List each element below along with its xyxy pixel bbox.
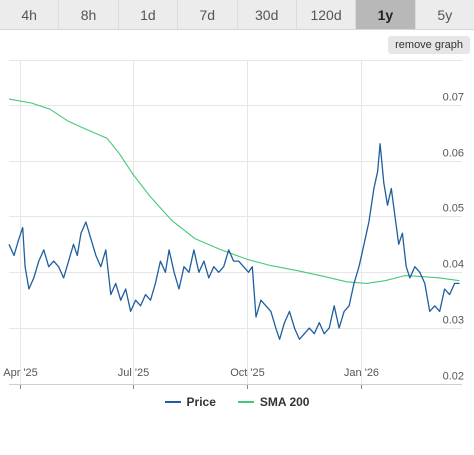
legend-swatch-sma (237, 401, 254, 403)
tab-8h[interactable]: 8h (59, 0, 119, 29)
tab-1y[interactable]: 1y (356, 0, 416, 29)
y-tick-label: 0.06 (443, 148, 464, 160)
tab-4h[interactable]: 4h (0, 0, 60, 29)
price-chart: 0.02 0.03 0.04 0.05 0.06 0.07 Apr '25 Jul '25 Oc… (3, 60, 464, 389)
legend-item-sma[interactable]: SMA 200 (237, 395, 310, 409)
grid-layer (9, 60, 462, 385)
tab-7d[interactable]: 7d (178, 0, 238, 29)
tab-5y[interactable]: 5y (415, 0, 474, 29)
axis-layer: 0.02 0.03 0.04 0.05 0.06 0.07 Apr '25 Jul '25 Oc… (3, 92, 464, 389)
x-tick-label: Apr '25 (3, 367, 38, 379)
series-line-sma-200 (8, 98, 460, 284)
legend-label-price: Price (186, 395, 216, 409)
y-tick-label: 0.05 (443, 203, 464, 215)
y-tick-label: 0.03 (443, 315, 464, 327)
legend-label-sma: SMA 200 (259, 395, 310, 409)
chart-legend: Price SMA 200 (0, 394, 474, 410)
x-tick-label: Jul '25 (118, 367, 149, 379)
series-line-price (8, 143, 460, 340)
timeframe-tabs: 4h 8h 1d 7d 30d 120d 1y 5y (0, 0, 474, 30)
legend-item-price[interactable]: Price (164, 395, 216, 409)
remove-graph-button[interactable]: remove graph (388, 36, 470, 54)
legend-swatch-price (164, 401, 181, 403)
y-tick-label: 0.07 (443, 92, 464, 104)
x-tick-label: Jan '26 (344, 367, 379, 379)
y-tick-label: 0.04 (443, 259, 464, 271)
tab-1d[interactable]: 1d (118, 0, 179, 29)
series-layer (8, 98, 460, 340)
x-tick-label: Oct '25 (230, 367, 265, 379)
y-tick-label: 0.02 (443, 371, 464, 383)
tab-120d[interactable]: 120d (296, 0, 357, 29)
tab-30d[interactable]: 30d (237, 0, 297, 29)
